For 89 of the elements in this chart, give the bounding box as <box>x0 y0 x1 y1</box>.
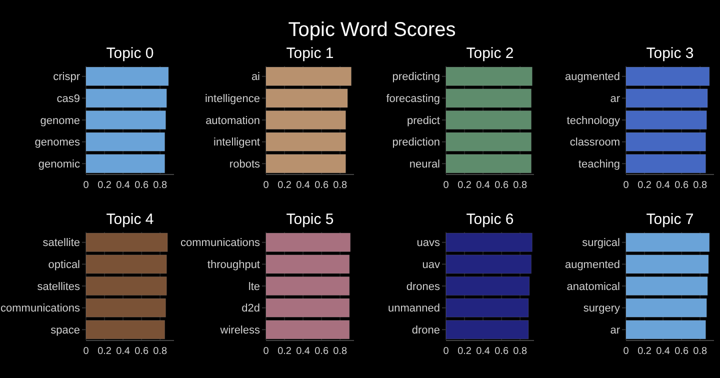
chart-title: Topic 4 <box>106 211 154 228</box>
y-tick-label: automation <box>206 114 260 127</box>
x-tick-label: 0.2 <box>638 346 652 357</box>
x-tick-label: 0 <box>623 346 630 357</box>
x-tick-label: 0 <box>443 346 450 357</box>
x-tick-label: 0.2 <box>458 180 472 191</box>
x-tick-label: 0.6 <box>494 180 509 191</box>
y-tick-label: predicting <box>392 71 440 84</box>
x-tick-label: 0 <box>623 180 630 191</box>
x-tick-label: 0.8 <box>513 346 528 357</box>
x-tick-label: 0.2 <box>458 346 472 357</box>
x-tick-label: 0.6 <box>314 346 329 357</box>
x-tick-label: 0.4 <box>116 180 130 191</box>
y-tick-label: cas9 <box>56 93 80 106</box>
y-tick-label: d2d <box>242 302 260 315</box>
y-tick-label: genome <box>40 114 80 127</box>
y-tick-label: unmanned <box>388 302 440 315</box>
y-tick-label: neural <box>409 158 440 170</box>
x-tick-label: 0.2 <box>278 180 292 191</box>
x-tick-label: 0.6 <box>134 180 149 191</box>
x-tick-label: 0.4 <box>116 346 130 357</box>
x-tick-label: 0.2 <box>278 346 292 357</box>
x-tick-label: 0.8 <box>333 346 348 357</box>
y-tick-label: forecasting <box>386 93 440 106</box>
y-tick-label: uavs <box>416 237 440 250</box>
y-tick-label: ar <box>610 324 620 336</box>
y-tick-label: communications <box>0 302 80 315</box>
y-tick-label: uav <box>422 259 440 272</box>
x-tick-label: 0.6 <box>674 346 689 357</box>
chart-title: Topic 6 <box>466 211 514 228</box>
y-tick-label: lte <box>248 280 260 293</box>
x-tick-label: 0.6 <box>134 346 149 357</box>
y-tick-label: optical <box>48 259 80 272</box>
text: Topic Word Scores <box>288 19 456 41</box>
y-tick-label: satellites <box>37 280 80 293</box>
x-tick-label: 0.6 <box>314 180 329 191</box>
x-tick-label: 0.8 <box>693 180 708 191</box>
x-tick-label: 0.2 <box>638 180 652 191</box>
x-tick-label: 0.4 <box>476 180 490 191</box>
chart-title: Topic 2 <box>466 45 514 62</box>
x-tick-label: 0 <box>263 180 270 191</box>
y-tick-label: crispr <box>53 71 80 84</box>
x-tick-label: 0.4 <box>656 180 670 191</box>
chart-title: Topic 5 <box>286 211 334 228</box>
x-tick-label: 0.4 <box>476 346 490 357</box>
y-tick-label: augmented <box>564 71 620 84</box>
y-tick-label: surgical <box>582 237 620 250</box>
y-tick-label: wireless <box>219 324 260 336</box>
y-tick-label: classroom <box>570 136 620 149</box>
x-tick-label: 0.8 <box>693 346 708 357</box>
x-tick-label: 0 <box>443 180 450 191</box>
chart-title: Topic 7 <box>646 211 694 228</box>
y-tick-label: anatomical <box>566 280 620 293</box>
y-tick-label: drone <box>412 324 440 336</box>
y-tick-label: teaching <box>578 158 620 170</box>
y-tick-label: predict <box>406 114 440 127</box>
y-tick-label: technology <box>566 114 620 127</box>
y-tick-label: intelligence <box>204 93 260 106</box>
x-tick-label: 0.4 <box>296 346 310 357</box>
x-tick-label: 0.6 <box>674 180 689 191</box>
y-tick-label: ai <box>251 71 260 84</box>
x-tick-label: 0.4 <box>656 346 670 357</box>
y-tick-label: drones <box>406 280 440 293</box>
chart-title: Topic 1 <box>286 45 334 62</box>
x-tick-label: 0.8 <box>333 180 348 191</box>
chart-title: Topic 3 <box>646 45 694 62</box>
x-tick-label: 0.4 <box>296 180 310 191</box>
y-tick-label: robots <box>229 158 260 170</box>
x-tick-label: 0.8 <box>153 346 168 357</box>
y-tick-label: surgery <box>583 302 620 315</box>
y-tick-label: space <box>50 324 80 336</box>
x-tick-label: 0 <box>83 180 90 191</box>
y-tick-label: communications <box>180 237 260 250</box>
x-tick-label: 0.8 <box>153 180 168 191</box>
y-tick-label: satellite <box>42 237 80 250</box>
y-tick-label: throughput <box>207 259 260 272</box>
x-tick-label: 0.8 <box>513 180 528 191</box>
chart-title: Topic 0 <box>106 45 154 62</box>
x-tick-label: 0.2 <box>98 346 112 357</box>
y-tick-label: prediction <box>392 136 440 149</box>
y-tick-label: augmented <box>564 259 620 272</box>
x-tick-label: 0 <box>83 346 90 357</box>
y-tick-label: ar <box>610 93 620 106</box>
y-tick-label: genomic <box>38 158 80 170</box>
x-tick-label: 0 <box>263 346 270 357</box>
x-tick-label: 0.2 <box>98 180 112 191</box>
y-tick-label: intelligent <box>214 136 260 149</box>
x-tick-label: 0.6 <box>494 346 509 357</box>
y-tick-label: genomes <box>34 136 80 149</box>
